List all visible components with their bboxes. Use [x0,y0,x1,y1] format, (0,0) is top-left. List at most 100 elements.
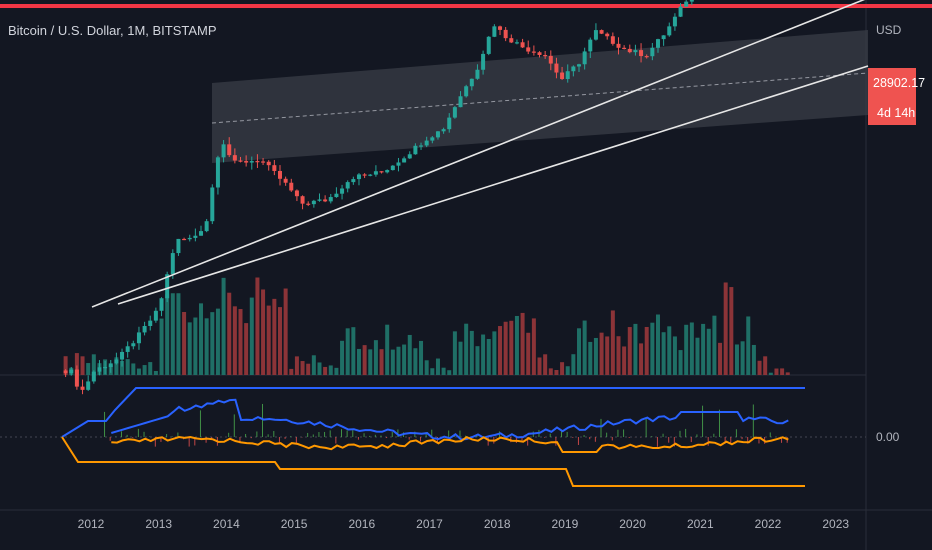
candle-body [142,326,147,333]
candle-body [215,157,220,188]
candle-body [441,129,446,132]
volume-bar [729,287,734,375]
last-price-badge: 28902.17 4d 14h [868,68,925,125]
volume-bar [153,370,158,375]
volume-bar [323,366,328,375]
volume-bar [520,312,525,375]
volume-bar [176,293,181,375]
candle-body [328,197,333,202]
candle-body [351,179,356,183]
x-tick-label: 2017 [416,517,443,531]
x-tick-label: 2022 [755,517,782,531]
candle-body [588,39,593,52]
candle-body [131,343,136,347]
candle-body [334,193,339,198]
candle-body [492,26,497,37]
candle-body [187,237,192,240]
volume-bar [475,346,480,375]
volume-bar [373,340,378,375]
candle-body [385,170,390,173]
volume-bar [345,328,350,375]
volume-bar [289,368,294,375]
volume-bar [351,327,356,375]
candle-body [306,203,311,205]
volume-bar [396,346,401,375]
candle-body [345,182,350,189]
volume-bar [751,344,756,375]
candle-body [435,131,440,138]
volume-bar [582,320,587,375]
candle-body [655,39,660,48]
candle-body [458,96,463,108]
volume-bar [63,356,68,375]
volume-bar [221,277,226,375]
candle-body [255,161,260,163]
volume-bar [627,327,632,375]
volume-bar [385,324,390,375]
candle-body [639,50,644,57]
candle-body [526,47,531,52]
volume-bar [633,323,638,375]
candle-body [103,367,108,369]
candle-body [294,190,299,197]
candle-body [368,174,373,176]
candle-body [622,47,627,49]
candle-body [616,43,621,48]
volume-bar [311,355,316,375]
volume-bar [300,361,305,375]
candle-body [227,144,232,156]
candle-body [159,298,164,311]
candle-body [323,199,328,202]
candle-body [204,221,209,232]
candle-body [108,363,113,368]
candle-body [543,55,548,57]
x-tick-label: 2012 [78,517,105,531]
volume-bar [531,318,536,375]
volume-bar [616,336,621,375]
x-tick-label: 2018 [484,517,511,531]
volume-bar [419,340,424,375]
candle-body [266,161,271,166]
volume-bar [678,350,683,375]
candle-body [650,47,655,57]
volume-bar [526,332,531,375]
candle-body [605,33,610,37]
candle-body [407,154,412,159]
volume-bar [712,315,717,375]
volume-bar [199,303,204,375]
volume-bar [407,334,412,375]
volume-bar [537,357,542,375]
volume-bar [593,337,598,375]
volume-bar [238,309,243,375]
volume-bar [328,365,333,375]
currency-label: USD [876,23,902,37]
candle-body [396,162,401,166]
candle-body [232,155,237,161]
volume-bar [644,326,649,375]
candle-body [148,320,153,327]
candle-body [300,196,305,204]
candle-body [565,71,570,79]
x-tick-label: 2023 [822,517,849,531]
volume-bar [503,321,508,375]
candle-body [582,51,587,65]
volume-bar [577,328,582,375]
volume-bar [272,298,277,375]
volume-bar [142,365,147,375]
candle-body [464,86,469,97]
candle-body [373,171,378,175]
candle-body [272,165,277,171]
osc-orange-line [111,435,789,453]
volume-bar [283,288,288,375]
last-price-value: 28902.17 [873,76,925,90]
candle-body [136,332,141,344]
candle-body [74,369,79,387]
candle-body [531,51,536,53]
candle-body [283,178,288,183]
volume-bar [424,360,429,375]
volume-bar [689,322,694,375]
candle-body [199,231,204,236]
osc-lower-band [61,436,805,487]
candle-body [86,381,91,390]
x-tick-label: 2021 [687,517,714,531]
